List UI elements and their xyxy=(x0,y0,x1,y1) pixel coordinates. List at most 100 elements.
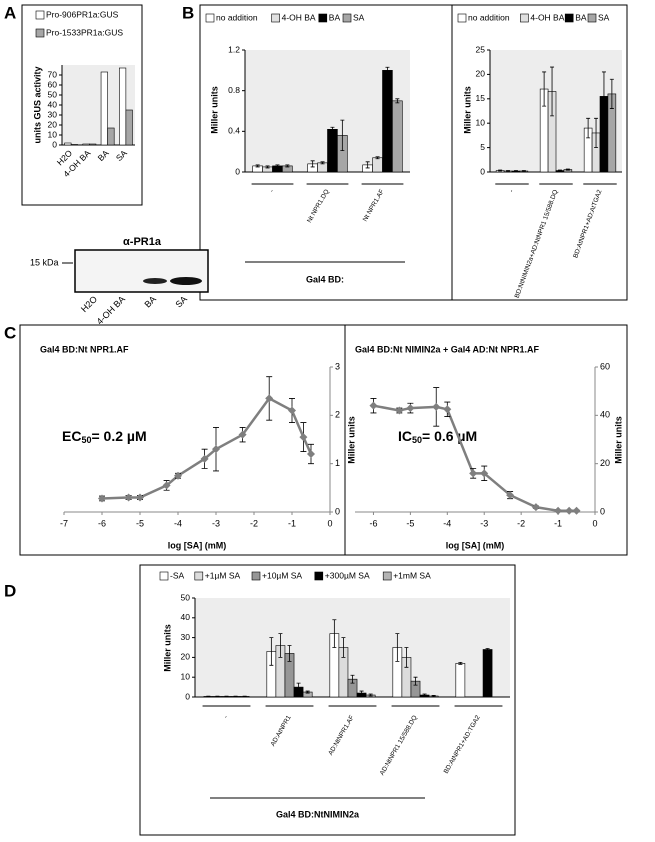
data-line xyxy=(101,396,313,500)
y-tick-label: 0 xyxy=(335,506,340,516)
error-bar xyxy=(278,633,283,658)
legend-swatch xyxy=(251,571,261,581)
y-tick-label: 3 xyxy=(335,361,340,371)
data-point xyxy=(288,406,296,415)
error-bar xyxy=(422,693,427,697)
annotation: IC50= 0.6 µM xyxy=(398,428,477,446)
x-tick-label: -6 xyxy=(98,518,106,528)
error-bar xyxy=(395,633,400,662)
error-bar xyxy=(542,71,547,107)
y-tick-label: 5 xyxy=(480,142,485,152)
data-point xyxy=(406,404,415,413)
data-point xyxy=(432,402,441,411)
x-tick-label: Nt NPR1.DQ xyxy=(306,188,331,224)
y-axis-label: Miller units xyxy=(613,416,623,464)
error-bar xyxy=(350,674,355,684)
chart-title: Gal4 BD:Nt NIMIN2a + Gal4 AD:Nt NPR1.AF xyxy=(355,344,539,354)
bar xyxy=(64,142,72,146)
legend-swatch xyxy=(318,13,328,23)
y-axis-label: Miller units xyxy=(346,416,356,464)
y-tick-label: 50 xyxy=(181,592,191,602)
x-tick-label: - xyxy=(269,188,276,193)
legend-label: no addition xyxy=(468,12,510,22)
x-tick-label: -4 xyxy=(174,518,182,528)
y-tick-label: 2 xyxy=(335,410,340,420)
legend-label: +10µM SA xyxy=(262,570,302,580)
x-tick-label: -5 xyxy=(406,518,414,528)
legend-swatch xyxy=(342,13,352,23)
data-point xyxy=(395,406,404,415)
error-bar xyxy=(285,164,290,168)
y-tick-label: 0 xyxy=(185,691,190,701)
data-point xyxy=(136,493,144,502)
legend-label: -SA xyxy=(170,570,185,580)
annotation-text: IC xyxy=(398,428,412,444)
x-tick-label: BD:AtNPR1+AD:TGA2 xyxy=(443,714,482,775)
error-bar xyxy=(413,676,418,686)
error-bar xyxy=(287,645,292,662)
x-tick-label: -2 xyxy=(250,518,258,528)
x-tick-label: BA xyxy=(96,148,111,163)
legend-swatch xyxy=(35,28,45,38)
legend-swatch xyxy=(457,13,467,23)
legend-label: BA xyxy=(575,12,587,22)
error-bar xyxy=(431,695,436,698)
y-tick-label: 0 xyxy=(480,166,485,176)
y-tick-label: 0.8 xyxy=(228,85,240,95)
x-tick-label: 0 xyxy=(327,518,332,528)
data-point xyxy=(299,433,308,442)
error-bar xyxy=(255,164,260,168)
bar xyxy=(455,663,466,698)
annotation-sub: 50 xyxy=(412,435,422,445)
error-bar xyxy=(586,117,591,139)
error-bar xyxy=(320,161,325,165)
x-tick-label: -6 xyxy=(369,518,377,528)
error-bar xyxy=(498,169,503,172)
x-tick-label: - xyxy=(508,189,515,193)
bar xyxy=(482,649,493,698)
panel-letter: D xyxy=(4,581,16,600)
y-tick-label: 0 xyxy=(52,139,57,149)
x-tick-label: -2 xyxy=(517,518,525,528)
legend-label: Pro-1533PR1a:GUS xyxy=(46,27,123,37)
error-bar xyxy=(341,637,346,658)
y-tick-label: 10 xyxy=(476,117,486,127)
lane-label: BA xyxy=(143,294,159,310)
y-tick-label: 60 xyxy=(48,79,58,89)
lane-label: H2O xyxy=(79,294,99,314)
x-tick-label: AD:NtNPR1 15/588.DQ xyxy=(379,714,419,776)
bar xyxy=(392,100,403,173)
panel-letter: A xyxy=(4,3,16,22)
x-tick-label: BD:AtNPR1+AD:AtTGA2 xyxy=(572,189,603,259)
panel-c-box xyxy=(19,324,628,556)
error-bar xyxy=(269,637,274,666)
legend-swatch xyxy=(35,10,45,20)
panel-d-box xyxy=(139,564,516,836)
legend-label: 4-OH BA xyxy=(530,12,564,22)
blot-membrane xyxy=(74,249,209,293)
x-tick-label: -3 xyxy=(480,518,488,528)
legend-label: SA xyxy=(353,12,365,22)
x-tick-label: 0 xyxy=(592,518,597,528)
error-bar xyxy=(332,619,337,648)
blot-band xyxy=(170,277,202,285)
x-tick-label: -1 xyxy=(288,518,296,528)
legend-swatch xyxy=(564,13,574,23)
panel-a-box xyxy=(21,4,143,206)
error-bar xyxy=(404,647,409,668)
y-tick-label: 25 xyxy=(476,44,486,54)
blot-title: α-PR1a xyxy=(123,236,162,248)
error-bar xyxy=(506,170,511,172)
error-bar xyxy=(601,71,606,122)
error-bar xyxy=(310,160,315,168)
data-point xyxy=(307,450,315,458)
annotation-sub: 50 xyxy=(81,435,91,445)
annotation-rest: = 0.6 µM xyxy=(422,428,477,444)
error-bar xyxy=(359,690,364,696)
y-tick-label: 40 xyxy=(48,99,58,109)
legend-swatch xyxy=(520,13,529,23)
y-tick-label: 20 xyxy=(600,458,610,468)
data-line xyxy=(373,404,577,513)
group-label: Gal4 BD: xyxy=(306,274,344,284)
bar xyxy=(70,144,78,146)
